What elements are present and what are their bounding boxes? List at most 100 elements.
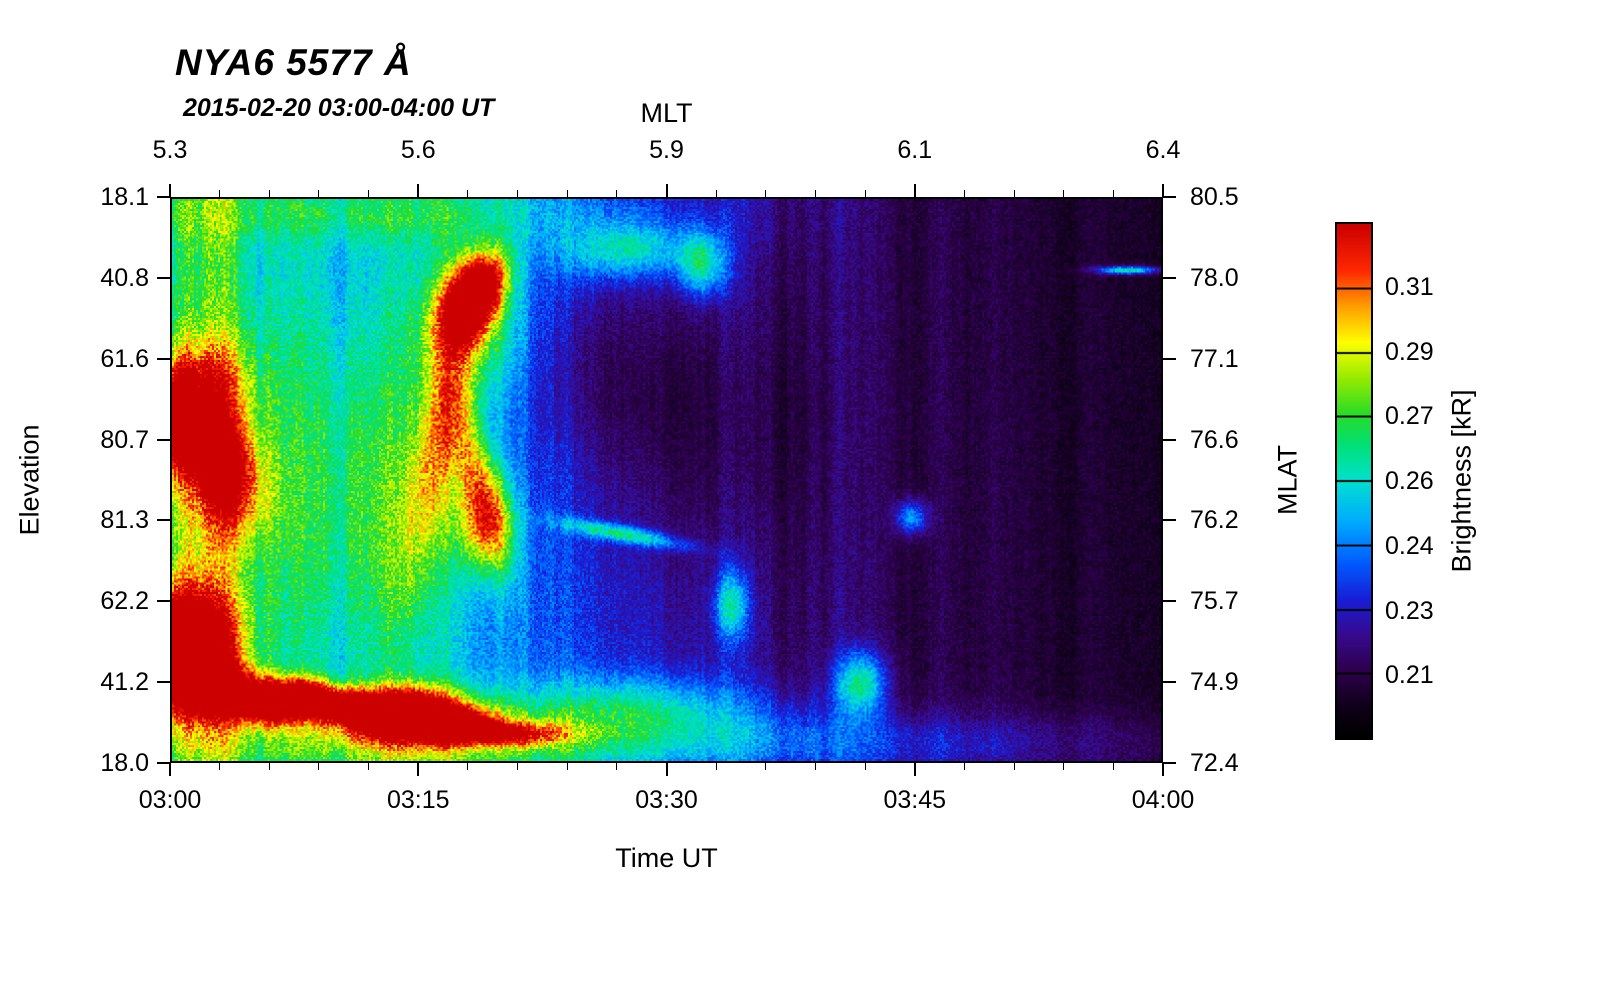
y-major-tick [157,196,170,198]
y-tick-label: 80.7 [100,425,149,454]
x-minor-tick [318,763,320,770]
x2-minor-tick [1063,190,1065,197]
chart-subtitle: 2015-02-20 03:00-04:00 UT [183,94,495,122]
x-minor-tick [1063,763,1065,770]
x-minor-tick [616,763,618,770]
y-tick-label: 18.1 [100,183,149,211]
x-tick-label: 03:00 [138,786,202,814]
x2-minor-tick [566,190,568,197]
heatmap-canvas [172,199,1161,761]
x-minor-tick [814,763,816,770]
x2-minor-tick [219,190,221,197]
x-minor-tick [219,763,221,770]
colorbar-tick-label: 0.23 [1385,596,1434,625]
x2-tick-label: 5.3 [152,136,188,164]
bottom-axis-title: Time UT [615,843,718,873]
x-minor-tick [765,763,767,770]
y2-major-tick [1163,357,1176,360]
y-tick-label: 41.2 [100,668,149,697]
x-tick-label: 04:00 [1131,786,1195,814]
x-minor-tick [268,763,270,770]
x2-major-tick [913,184,916,197]
y-major-tick [157,762,170,764]
x2-minor-tick [715,190,717,197]
colorbar-tick-label: 0.21 [1385,661,1434,690]
y-tick-label: 61.6 [100,344,149,373]
y2-major-tick [1163,600,1176,603]
y2-tick-label: 75.7 [1190,587,1239,616]
x-tick-label: 03:30 [635,786,698,814]
x2-minor-tick [864,190,866,197]
x2-tick-label: 5.6 [400,136,436,164]
x-minor-tick [368,763,370,770]
y-tick-label: 40.8 [100,263,149,292]
x2-minor-tick [517,190,519,197]
x2-major-tick [1162,184,1164,197]
x-tick-label: 03:15 [386,786,450,814]
x2-minor-tick [616,190,618,197]
colorbar-tick-label: 0.29 [1385,337,1434,366]
y-tick-label: 62.2 [100,587,149,616]
x2-minor-tick [814,190,816,197]
y-major-tick [157,438,170,441]
colorbar-tick-label: 0.31 [1385,272,1434,301]
y2-major-tick [1163,519,1176,522]
y2-tick-label: 72.4 [1190,749,1239,777]
x2-minor-tick [1013,190,1015,197]
x2-minor-tick [1112,190,1114,197]
chart-title: NYA6 5577 Å [175,42,412,83]
x2-minor-tick [268,190,270,197]
x2-minor-tick [765,190,767,197]
x2-major-tick [417,184,420,197]
x2-major-tick [665,184,668,197]
x-minor-tick [715,763,717,770]
x-tick-label: 03:45 [883,786,947,814]
x-minor-tick [1112,763,1114,770]
top-axis-title: MLT [640,98,693,128]
y-major-tick [157,357,170,360]
y2-major-tick [1163,196,1176,198]
x-minor-tick [1013,763,1015,770]
x2-tick-label: 6.1 [897,136,933,164]
y2-major-tick [1163,681,1176,684]
colorbar-canvas [1337,224,1371,738]
y2-tick-label: 76.2 [1190,506,1239,535]
y2-tick-label: 80.5 [1190,183,1239,211]
y2-tick-label: 74.9 [1190,668,1239,697]
colorbar-tick-label: 0.24 [1385,531,1434,560]
y2-major-tick [1163,438,1176,441]
x-minor-tick [566,763,568,770]
y2-tick-label: 78.0 [1190,263,1239,292]
x2-minor-tick [467,190,469,197]
y2-major-tick [1163,762,1176,764]
y-tick-label: 18.0 [100,749,149,777]
colorbar-tick-label: 0.27 [1385,402,1434,431]
x2-minor-tick [963,190,965,197]
y-major-tick [157,519,170,522]
x-major-tick [665,763,668,776]
y-tick-label: 81.3 [100,506,149,535]
colorbar [1335,222,1373,740]
x-minor-tick [467,763,469,770]
x-major-tick [1162,763,1164,776]
x-major-tick [169,763,171,776]
y2-major-tick [1163,276,1176,279]
x-major-tick [913,763,916,776]
x-major-tick [417,763,420,776]
x-minor-tick [963,763,965,770]
x2-minor-tick [318,190,320,197]
plot-area [170,197,1163,763]
y-major-tick [157,600,170,603]
y-major-tick [157,276,170,279]
x2-major-tick [169,184,171,197]
y2-tick-label: 76.6 [1190,425,1239,454]
x2-minor-tick [368,190,370,197]
x2-tick-label: 6.4 [1145,136,1181,164]
x-minor-tick [864,763,866,770]
x-minor-tick [517,763,519,770]
y-major-tick [157,681,170,684]
y2-tick-label: 77.1 [1190,344,1239,373]
colorbar-tick-label: 0.26 [1385,467,1434,495]
x2-tick-label: 5.9 [649,136,684,164]
